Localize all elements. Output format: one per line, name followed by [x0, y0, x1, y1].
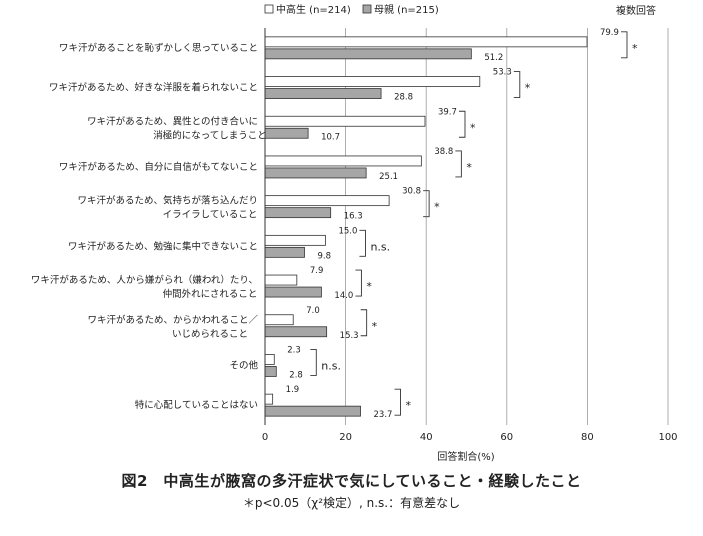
bar-mother: [264, 366, 277, 377]
significance-label: *: [470, 121, 476, 134]
value-label-student: 53.3: [493, 68, 512, 78]
bars: 79.9 51.2 53.3 28.8 39.7 10.7 38.8 25.1 30.8 16.3…: [264, 28, 619, 420]
significance-label: *: [372, 320, 378, 333]
significance-label: *: [406, 399, 412, 412]
bar-mother: [264, 286, 322, 298]
significance-bracket: [310, 349, 317, 376]
value-label-student: 30.8: [402, 187, 421, 197]
x-tick-label: 0: [262, 432, 268, 443]
significance-label: *: [632, 42, 638, 55]
bar-mother: [264, 246, 305, 258]
value-label-mother: 25.1: [379, 172, 398, 182]
legend-swatch: [362, 4, 372, 14]
x-tick-label: 60: [500, 432, 513, 443]
value-label-mother: 51.2: [484, 53, 503, 63]
bar-mother: [264, 326, 328, 338]
value-label-mother: 28.8: [394, 93, 413, 103]
significance-label: n.s.: [321, 359, 341, 372]
value-label-student: 7.0: [306, 306, 320, 316]
value-label-mother: 23.7: [374, 410, 393, 420]
significance-bracket: [394, 388, 401, 416]
category-label: ワキ汗があることを恥ずかしく思っていること: [59, 42, 258, 54]
significance-bracket: [458, 110, 466, 138]
x-axis-label: 回答割合(%): [437, 450, 494, 463]
significance-label: n.s.: [370, 240, 390, 253]
bar-student: [264, 155, 422, 167]
bar-mother: [264, 405, 361, 417]
significance-markers: * * * * * n.s. * * n.s. *: [310, 31, 638, 416]
category-label: ワキ汗があるため、勉強に集中できないこと: [68, 240, 258, 252]
category-label: ワキ汗があるため、好きな洋服を着られないこと: [49, 82, 258, 94]
legend: 中高生 (n=214) 母親 (n=215): [264, 3, 439, 16]
significance-bracket: [355, 269, 362, 297]
gridlines: [345, 28, 669, 425]
bar-mother: [264, 167, 367, 179]
bar-mother: [264, 88, 382, 99]
legend-label: 母親 (n=215): [374, 3, 439, 16]
category-label: ワキ汗があるため、気持ちが落ち込んだり: [77, 195, 258, 207]
significance-label: *: [466, 161, 472, 174]
value-label-student: 79.9: [600, 28, 619, 38]
bar-mother: [264, 207, 332, 219]
value-label-mother: 16.3: [344, 212, 363, 222]
figure-caption: 図2 中高生が腋窩の多汗症状で気にしていること・経験したこと: [121, 472, 582, 490]
legend-swatch: [264, 4, 274, 14]
value-label-mother: 10.7: [321, 132, 340, 142]
bar-student: [264, 115, 426, 127]
category-label: 特に心配していることはない: [135, 399, 258, 411]
x-tick-label: 20: [339, 432, 352, 443]
bar-student: [264, 314, 294, 326]
significance-bracket: [359, 229, 366, 257]
value-label-student: 7.9: [310, 266, 324, 276]
x-tick-label: 100: [658, 432, 677, 443]
value-label-mother: 2.8: [289, 370, 303, 380]
category-labels: ワキ汗があることを恥ずかしく思っていることワキ汗があるため、好きな洋服を着られな…: [31, 42, 267, 411]
value-label-mother: 15.3: [340, 331, 359, 341]
x-tick-label: 40: [420, 432, 433, 443]
x-axis-ticks: 0 20 40 60 80 100: [262, 432, 678, 443]
value-label-mother: 9.8: [317, 251, 331, 261]
value-label-student: 15.0: [338, 226, 357, 236]
bar-mother: [264, 127, 309, 139]
x-tick-label: 80: [581, 432, 594, 443]
bar-student: [264, 354, 275, 365]
category-label: 消極的になってしまうこと: [153, 129, 267, 141]
value-label-student: 39.7: [438, 107, 457, 117]
category-label: ワキ汗があるため、異性との付き合いに: [87, 115, 258, 127]
significance-label: *: [366, 280, 372, 293]
category-label: ワキ汗があるため、自分に自信がもてないこと: [59, 161, 258, 173]
category-label: ワキ汗があるため、からかわれること／: [87, 314, 258, 326]
category-label: いじめられること: [172, 329, 248, 340]
value-label-student: 1.9: [286, 385, 300, 395]
category-label: 仲間外れにされること: [163, 288, 258, 300]
significance-bracket: [513, 71, 521, 98]
figure-footnote: ＊p<0.05（χ²検定）, n.s.：有意差なし: [242, 496, 461, 510]
bar-student: [264, 195, 390, 207]
bar-student: [264, 234, 326, 246]
category-label: イライラしていること: [163, 210, 258, 221]
category-label: その他: [229, 359, 258, 371]
bar-chart: 中高生 (n=214) 母親 (n=215) 複数回答 79.9 51.2 53.3 2…: [31, 3, 678, 463]
bar-student: [264, 36, 588, 48]
significance-bracket: [423, 190, 430, 218]
legend-label: 中高生 (n=214): [276, 3, 351, 16]
significance-bracket: [620, 31, 628, 59]
bar-student: [264, 274, 298, 286]
significance-bracket: [455, 150, 462, 178]
bar-student: [264, 76, 481, 87]
significance-bracket: [360, 309, 368, 337]
multiple-answer-note: 複数回答: [616, 4, 656, 17]
bar-mother: [264, 48, 472, 60]
significance-label: *: [434, 201, 440, 214]
significance-label: *: [525, 82, 531, 95]
value-label-student: 38.8: [434, 147, 453, 157]
value-label-student: 2.3: [287, 345, 301, 355]
value-label-mother: 14.0: [334, 291, 353, 301]
bar-student: [264, 393, 274, 405]
category-label: ワキ汗があるため、人から嫌がられ（嫌われ）たり、: [31, 274, 258, 286]
